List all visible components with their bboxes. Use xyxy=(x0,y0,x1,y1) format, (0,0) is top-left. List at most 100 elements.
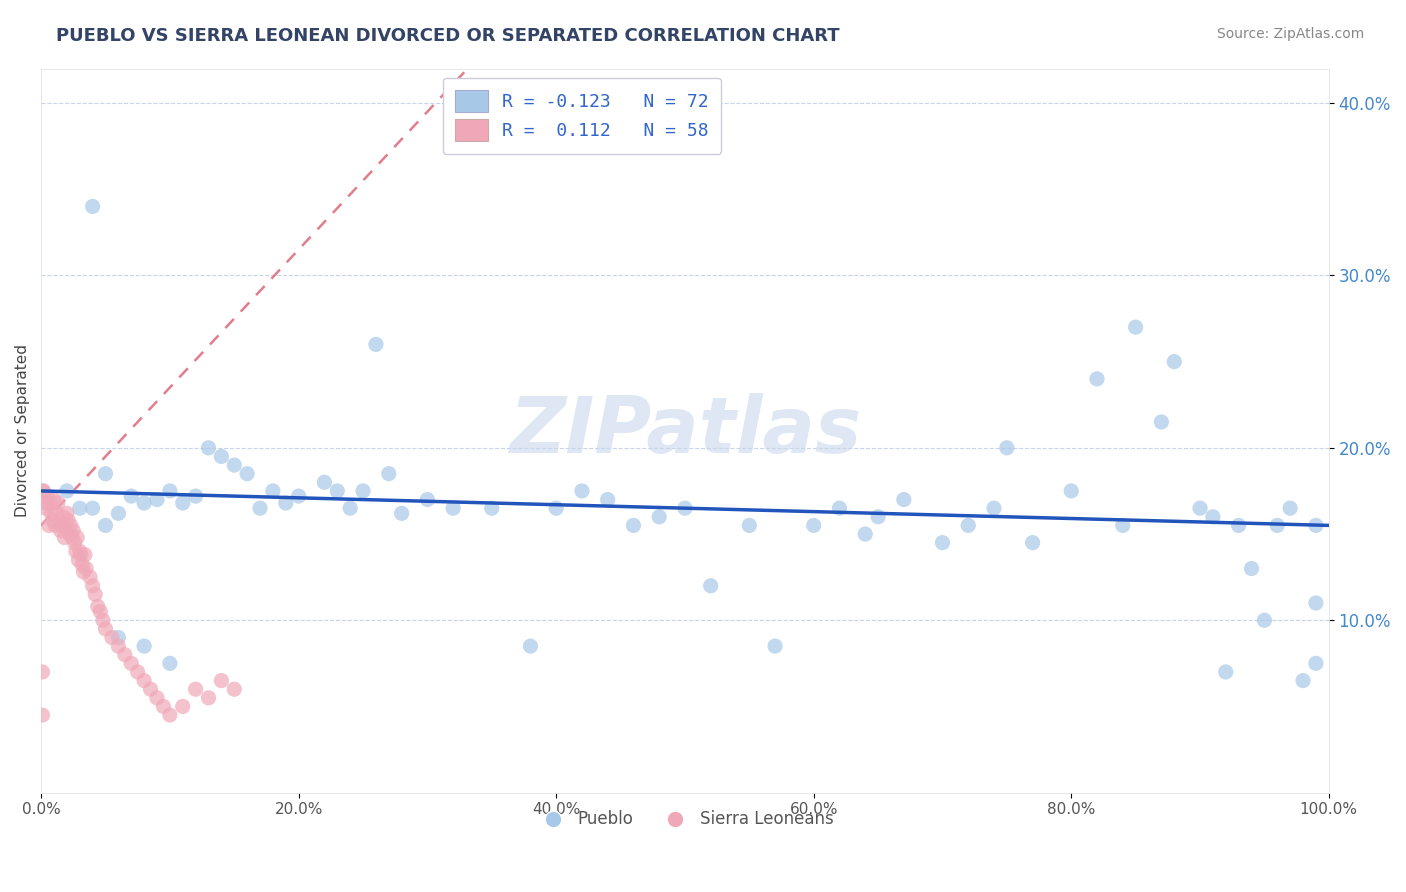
Point xyxy=(59,518,82,533)
Point xyxy=(69,544,91,558)
Point xyxy=(84,587,107,601)
Point xyxy=(236,467,259,481)
Text: PUEBLO VS SIERRA LEONEAN DIVORCED OR SEPARATED CORRELATION CHART: PUEBLO VS SIERRA LEONEAN DIVORCED OR SEP… xyxy=(56,27,839,45)
Point xyxy=(416,492,439,507)
Point xyxy=(73,548,96,562)
Point xyxy=(197,690,219,705)
Point xyxy=(72,558,94,572)
Y-axis label: Divorced or Separated: Divorced or Separated xyxy=(15,344,30,517)
Point xyxy=(62,524,84,538)
Point xyxy=(1240,561,1263,575)
Point xyxy=(60,531,83,545)
Point xyxy=(364,337,387,351)
Point xyxy=(184,489,207,503)
Point xyxy=(1292,673,1315,688)
Point xyxy=(55,518,77,533)
Point xyxy=(32,483,55,498)
Point xyxy=(31,483,53,498)
Point xyxy=(134,496,156,510)
Point xyxy=(69,501,91,516)
Point xyxy=(352,483,374,498)
Point xyxy=(1227,518,1250,533)
Point xyxy=(209,673,232,688)
Point xyxy=(378,467,401,481)
Point xyxy=(107,506,129,520)
Point xyxy=(868,509,890,524)
Point xyxy=(94,622,117,636)
Point xyxy=(957,518,980,533)
Point xyxy=(70,548,93,562)
Point xyxy=(1253,613,1275,627)
Point xyxy=(995,441,1018,455)
Point xyxy=(44,518,66,533)
Point xyxy=(519,639,541,653)
Point xyxy=(134,639,156,653)
Point xyxy=(46,496,69,510)
Point xyxy=(146,690,169,705)
Point xyxy=(63,535,86,549)
Point xyxy=(114,648,136,662)
Point xyxy=(35,496,58,510)
Point xyxy=(763,639,786,653)
Point xyxy=(184,682,207,697)
Point xyxy=(1112,518,1135,533)
Point xyxy=(931,535,953,549)
Point xyxy=(53,531,76,545)
Point xyxy=(94,518,117,533)
Point xyxy=(1188,501,1211,516)
Point xyxy=(1125,320,1147,334)
Point xyxy=(56,483,79,498)
Point xyxy=(134,673,156,688)
Point xyxy=(107,639,129,653)
Point xyxy=(853,527,876,541)
Point xyxy=(82,501,104,516)
Text: ZIPatlas: ZIPatlas xyxy=(509,392,860,468)
Point xyxy=(159,657,181,671)
Point xyxy=(623,518,645,533)
Point xyxy=(828,501,851,516)
Point xyxy=(391,506,413,520)
Point xyxy=(1085,372,1108,386)
Point xyxy=(56,506,79,520)
Point xyxy=(197,441,219,455)
Point xyxy=(120,657,142,671)
Point xyxy=(41,506,63,520)
Point xyxy=(67,553,90,567)
Point xyxy=(546,501,568,516)
Point xyxy=(120,489,142,503)
Point xyxy=(139,682,162,697)
Point xyxy=(146,492,169,507)
Point xyxy=(159,483,181,498)
Point xyxy=(38,518,60,533)
Point xyxy=(82,579,104,593)
Point xyxy=(56,513,79,527)
Point xyxy=(209,450,232,464)
Point xyxy=(224,458,246,472)
Point xyxy=(34,501,56,516)
Point xyxy=(1265,518,1288,533)
Point xyxy=(31,665,53,679)
Point xyxy=(66,531,89,545)
Point xyxy=(39,496,62,510)
Point xyxy=(249,501,271,516)
Point xyxy=(127,665,149,679)
Point xyxy=(648,509,671,524)
Point xyxy=(41,513,63,527)
Point xyxy=(37,489,59,503)
Point xyxy=(326,483,349,498)
Point xyxy=(52,509,75,524)
Point xyxy=(79,570,101,584)
Point xyxy=(1305,596,1327,610)
Point xyxy=(107,631,129,645)
Point xyxy=(159,708,181,723)
Point xyxy=(1150,415,1173,429)
Point xyxy=(262,483,284,498)
Point xyxy=(45,506,67,520)
Point xyxy=(287,489,309,503)
Point xyxy=(89,605,111,619)
Point xyxy=(91,613,114,627)
Point xyxy=(738,518,761,533)
Point xyxy=(75,561,97,575)
Point xyxy=(172,699,194,714)
Point xyxy=(31,708,53,723)
